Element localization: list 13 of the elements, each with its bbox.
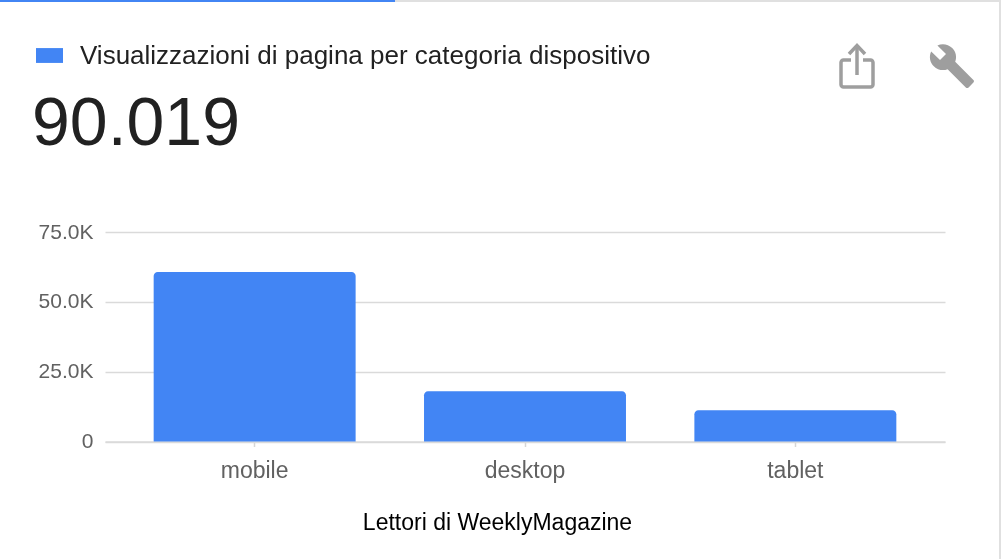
bar [153, 271, 356, 442]
legend-label: Visualizzazioni di pagina per categoria dispositivo [80, 39, 651, 70]
y-tick-label: 25.0K [38, 359, 94, 383]
x-tick-label: desktop [484, 457, 566, 483]
y-tick-label: 75.0K [38, 219, 94, 243]
x-tick-label: tablet [767, 457, 825, 483]
x-tick-label: mobile [220, 457, 289, 483]
x-axis-title: Lettori di WeeklyMagazine [362, 509, 633, 535]
bar [424, 391, 626, 442]
y-tick-label: 50.0K [38, 289, 94, 313]
y-tick-label: 0 [81, 429, 94, 452]
bar [694, 410, 897, 442]
text: 90.019 [32, 83, 240, 159]
